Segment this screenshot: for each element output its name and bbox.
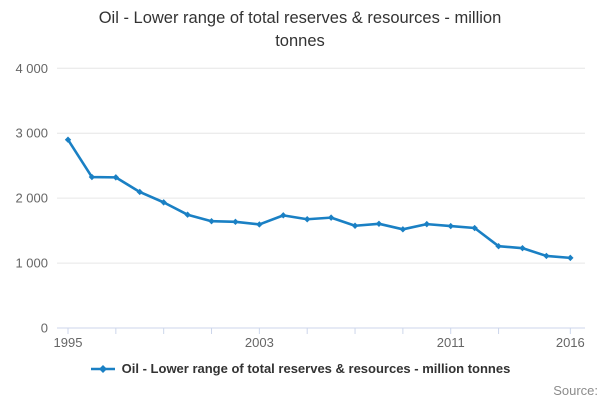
data-point-marker[interactable] [112, 174, 120, 181]
y-axis-tick-label: 2 000 [15, 191, 48, 206]
legend-line-marker-icon[interactable] [90, 364, 116, 374]
x-axis-tick-label: 2011 [437, 335, 465, 350]
chart-title-line-2: tonnes [275, 32, 325, 50]
source-label: Source: [553, 383, 598, 398]
data-point-marker[interactable] [208, 217, 215, 225]
y-axis-tick-label: 0 [41, 321, 48, 336]
legend-series-label[interactable]: Oil - Lower range of total reserves & re… [121, 361, 511, 376]
data-point-marker[interactable] [256, 221, 263, 228]
data-point-marker[interactable] [471, 224, 478, 232]
x-axis-tick-label: 2003 [245, 335, 274, 350]
chart-title-line-1: Oil - Lower range of total reserves & re… [98, 9, 502, 27]
y-axis-tick-label: 4 000 [15, 61, 48, 76]
data-point-marker[interactable] [304, 216, 311, 223]
data-point-marker[interactable] [327, 214, 335, 221]
data-point-marker[interactable] [64, 136, 72, 143]
data-point-marker[interactable] [280, 212, 287, 219]
data-point-marker[interactable] [423, 220, 430, 228]
data-point-marker[interactable] [567, 254, 574, 262]
chart-title: Oil - Lower range of total reserves & re… [78, 7, 523, 53]
data-point-marker[interactable] [160, 199, 167, 206]
x-axis-tick-label: 2016 [556, 335, 585, 350]
data-point-marker[interactable] [88, 173, 96, 181]
data-point-marker[interactable] [375, 220, 383, 227]
data-point-marker[interactable] [136, 188, 143, 196]
data-point-marker[interactable] [519, 244, 526, 252]
y-axis-tick-label: 1 000 [15, 256, 48, 271]
series-line[interactable] [66, 138, 572, 260]
y-axis-tick-label: 3 000 [15, 126, 48, 141]
data-point-marker[interactable] [447, 222, 454, 230]
data-point-marker[interactable] [232, 218, 239, 226]
data-point-marker[interactable] [543, 252, 550, 260]
data-point-marker[interactable] [351, 222, 359, 229]
chart-plot-area: 0 1 000 2 000 3 000 4 000 1995 2003 2011 2016 [15, 61, 585, 350]
data-point-marker[interactable] [399, 226, 407, 233]
legend: Oil - Lower range of total reserves & re… [0, 361, 600, 376]
data-point-marker[interactable] [495, 242, 502, 250]
x-axis-tick-label: 1995 [54, 335, 83, 350]
data-point-marker[interactable] [184, 211, 191, 218]
